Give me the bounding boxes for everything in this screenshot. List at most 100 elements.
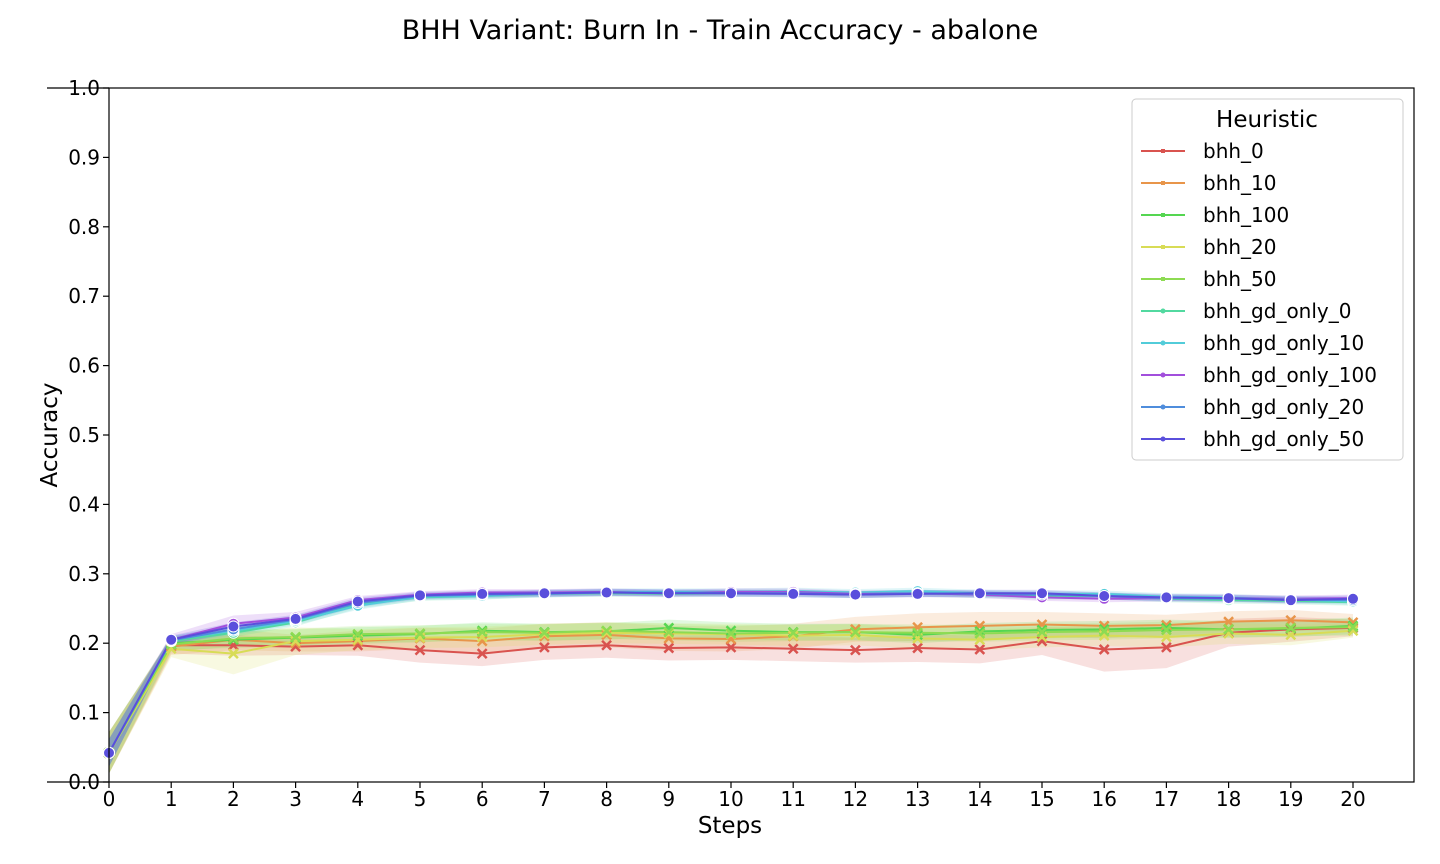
legend[interactable]: Heuristic bhh_0 bhh_10 bhh_100 bhh_20 bhh_50… [1131, 98, 1404, 461]
data-point-bhh-gd-only-50 [725, 587, 737, 600]
data-point-bhh-100 [912, 629, 923, 641]
data-point-bhh-gd-only-50 [165, 633, 178, 646]
y-tick-label: 0.3 [68, 562, 100, 586]
data-point-bhh-50 [1347, 621, 1359, 633]
data-point-bhh-0 [725, 641, 737, 653]
y-tick-label: 0.2 [68, 631, 100, 655]
legend-item-bhh-gd-only-100[interactable]: bhh_gd_only_100 [1141, 363, 1377, 387]
data-point-bhh-50 [1098, 626, 1110, 637]
data-point-bhh-gd-only-50 [973, 587, 986, 600]
legend-item-bhh-0[interactable]: bhh_0 [1141, 139, 1264, 163]
data-point-bhh-50 [787, 627, 799, 639]
data-point-bhh-20 [601, 627, 612, 639]
y-axis-label: Accuracy [37, 382, 63, 487]
legend-title: Heuristic [1216, 107, 1318, 133]
data-point-bhh-10 [539, 630, 550, 642]
legend-item-bhh-gd-only-20[interactable]: bhh_gd_only_20 [1141, 395, 1364, 419]
data-point-bhh-0 [414, 644, 426, 656]
legend-label: bhh_0 [1203, 139, 1264, 163]
data-point-bhh-50 [414, 628, 426, 639]
legend-label: bhh_20 [1203, 235, 1277, 259]
data-point-bhh-gd-only-50 [600, 586, 613, 599]
legend-label: bhh_100 [1203, 203, 1289, 227]
data-point-bhh-0 [601, 639, 612, 651]
legend-item-bhh-50[interactable]: bhh_50 [1141, 267, 1277, 291]
data-point-bhh-0 [850, 644, 861, 656]
x-tick-label: 4 [351, 787, 364, 811]
x-tick-label: 12 [843, 787, 868, 811]
data-point-bhh-20 [414, 632, 426, 644]
y-tick-label: 0.8 [68, 215, 100, 239]
legend-swatch-marker [1160, 372, 1166, 378]
x-tick-label: 11 [780, 787, 805, 811]
y-tick-label: 0.6 [68, 354, 100, 378]
legend-items: bhh_0 bhh_10 bhh_100 bhh_20 bhh_50 bhh_gd_onl… [1141, 139, 1377, 451]
legend-label: bhh_10 [1203, 171, 1277, 195]
legend-label: bhh_50 [1203, 267, 1277, 291]
data-point-bhh-gd-only-50 [351, 595, 364, 608]
data-point-bhh-gd-only-50 [1347, 592, 1359, 605]
data-point-bhh-20 [1098, 630, 1110, 641]
data-point-bhh-50 [1223, 623, 1234, 635]
data-point-bhh-50 [725, 628, 737, 639]
legend-item-bhh-10[interactable]: bhh_10 [1141, 171, 1277, 195]
data-point-bhh-gd-only-50 [911, 587, 924, 600]
x-tick-label: 0 [103, 787, 116, 811]
data-point-bhh-20 [850, 629, 861, 641]
x-tick-label: 10 [718, 787, 743, 811]
y-tick-label: 0.5 [68, 423, 100, 447]
data-point-bhh-0 [974, 644, 986, 655]
x-tick-label: 9 [662, 787, 675, 811]
legend-label: bhh_gd_only_50 [1203, 427, 1364, 451]
x-tick-label: 17 [1154, 787, 1179, 811]
data-point-bhh-50 [1036, 626, 1048, 638]
data-point-bhh-0 [787, 643, 799, 655]
legend-item-bhh-gd-only-0[interactable]: bhh_gd_only_0 [1141, 299, 1351, 323]
data-point-bhh-20 [1347, 625, 1359, 637]
legend-swatch-marker [1161, 181, 1165, 185]
x-tick-label: 19 [1278, 787, 1303, 811]
data-point-bhh-gd-only-50 [227, 620, 240, 633]
legend-item-bhh-100[interactable]: bhh_100 [1141, 203, 1289, 227]
x-tick-label: 20 [1340, 787, 1365, 811]
y-tick-label: 0.7 [68, 284, 100, 308]
data-point-bhh-gd-only-50 [476, 587, 489, 600]
x-tick-label: 14 [967, 787, 992, 811]
legend-swatch-marker [1161, 277, 1165, 281]
data-point-bhh-gd-only-50 [538, 587, 551, 600]
data-point-bhh-20 [1223, 628, 1234, 639]
x-tick-label: 8 [600, 787, 613, 811]
legend-swatch-marker [1161, 245, 1165, 249]
data-point-bhh-gd-only-50 [1284, 594, 1297, 607]
legend-box [1131, 98, 1404, 461]
x-tick-label: 16 [1091, 787, 1116, 811]
data-point-bhh-gd-only-50 [1098, 590, 1111, 603]
data-point-bhh-gd-only-50 [1222, 592, 1235, 605]
data-point-bhh-gd-only-50 [414, 589, 426, 602]
x-axis-label: Steps [698, 813, 762, 839]
data-point-bhh-50 [850, 626, 861, 638]
x-axis-ticks: 0 1 2 3 4 5 6 7 8 9 10 11 12 13 14 15 16 17 18 19 20 [103, 782, 1366, 811]
data-point-bhh-20 [290, 635, 301, 647]
data-point-bhh-gd-only-50 [1160, 591, 1173, 604]
y-axis-ticks: 0.0 0.1 0.2 0.3 0.4 0.5 0.6 0.7 0.8 0.9 1.0 [68, 76, 109, 794]
y-tick-label: 0.0 [68, 770, 100, 794]
legend-item-bhh-20[interactable]: bhh_20 [1141, 235, 1277, 259]
y-tick-label: 1.0 [68, 76, 100, 100]
data-point-bhh-50 [1161, 624, 1172, 636]
data-point-bhh-50 [290, 631, 301, 643]
data-point-bhh-0 [1036, 635, 1048, 647]
x-tick-label: 2 [227, 787, 240, 811]
x-tick-label: 15 [1029, 787, 1054, 811]
data-point-bhh-gd-only-50 [1036, 587, 1048, 600]
data-point-bhh-100 [725, 625, 737, 637]
legend-label: bhh_gd_only_10 [1203, 331, 1364, 355]
legend-item-bhh-gd-only-10[interactable]: bhh_gd_only_10 [1141, 331, 1364, 355]
x-tick-label: 6 [476, 787, 489, 811]
legend-swatch-marker [1160, 308, 1166, 314]
x-tick-label: 1 [165, 787, 178, 811]
data-point-bhh-gd-only-50 [289, 612, 302, 625]
legend-label: bhh_gd_only_0 [1203, 299, 1351, 323]
data-point-bhh-50 [352, 628, 364, 640]
legend-item-bhh-gd-only-50[interactable]: bhh_gd_only_50 [1141, 427, 1364, 451]
